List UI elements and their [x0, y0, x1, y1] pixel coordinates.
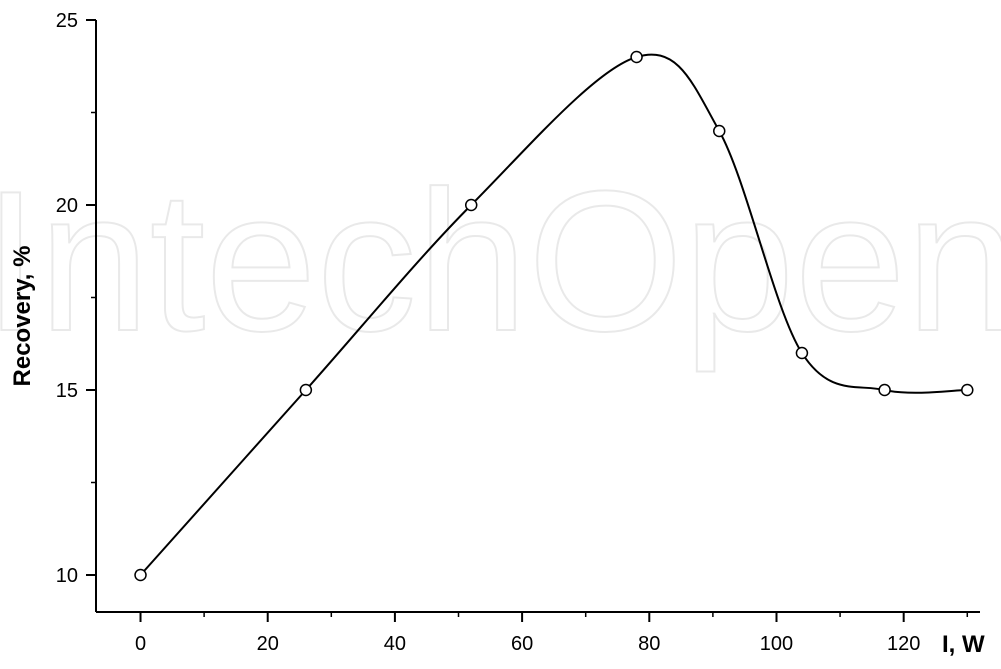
series-layer — [134, 50, 974, 582]
data-point — [134, 568, 147, 582]
data-point — [795, 346, 809, 360]
y-tick-label: 20 — [56, 195, 78, 217]
data-point — [961, 383, 974, 397]
data-point — [878, 383, 891, 397]
x-tick-label: 60 — [511, 633, 533, 655]
data-point — [630, 50, 643, 64]
x-tick-label: 120 — [887, 633, 920, 655]
axes-layer: 0 20 40 60 80 100 120 10 15 20 25 — [56, 10, 980, 655]
y-tick-label: 25 — [56, 10, 78, 32]
y-axis-title: Recovery, % — [9, 246, 36, 387]
x-tick-label: 40 — [384, 633, 406, 655]
watermark-text: IntechOpen — [0, 150, 1001, 373]
data-point — [713, 124, 726, 138]
y-tick-label: 10 — [56, 565, 78, 587]
x-axis-title: I, W — [942, 631, 985, 658]
y-tick-label: 15 — [56, 380, 78, 402]
data-point — [464, 198, 478, 212]
x-tick-label: 20 — [257, 633, 279, 655]
labels-layer: Recovery, % I, W — [9, 246, 985, 658]
x-tick-label: 0 — [135, 633, 146, 655]
data-point — [299, 383, 313, 397]
x-tick-label: 100 — [760, 633, 793, 655]
x-tick-label: 80 — [638, 633, 660, 655]
